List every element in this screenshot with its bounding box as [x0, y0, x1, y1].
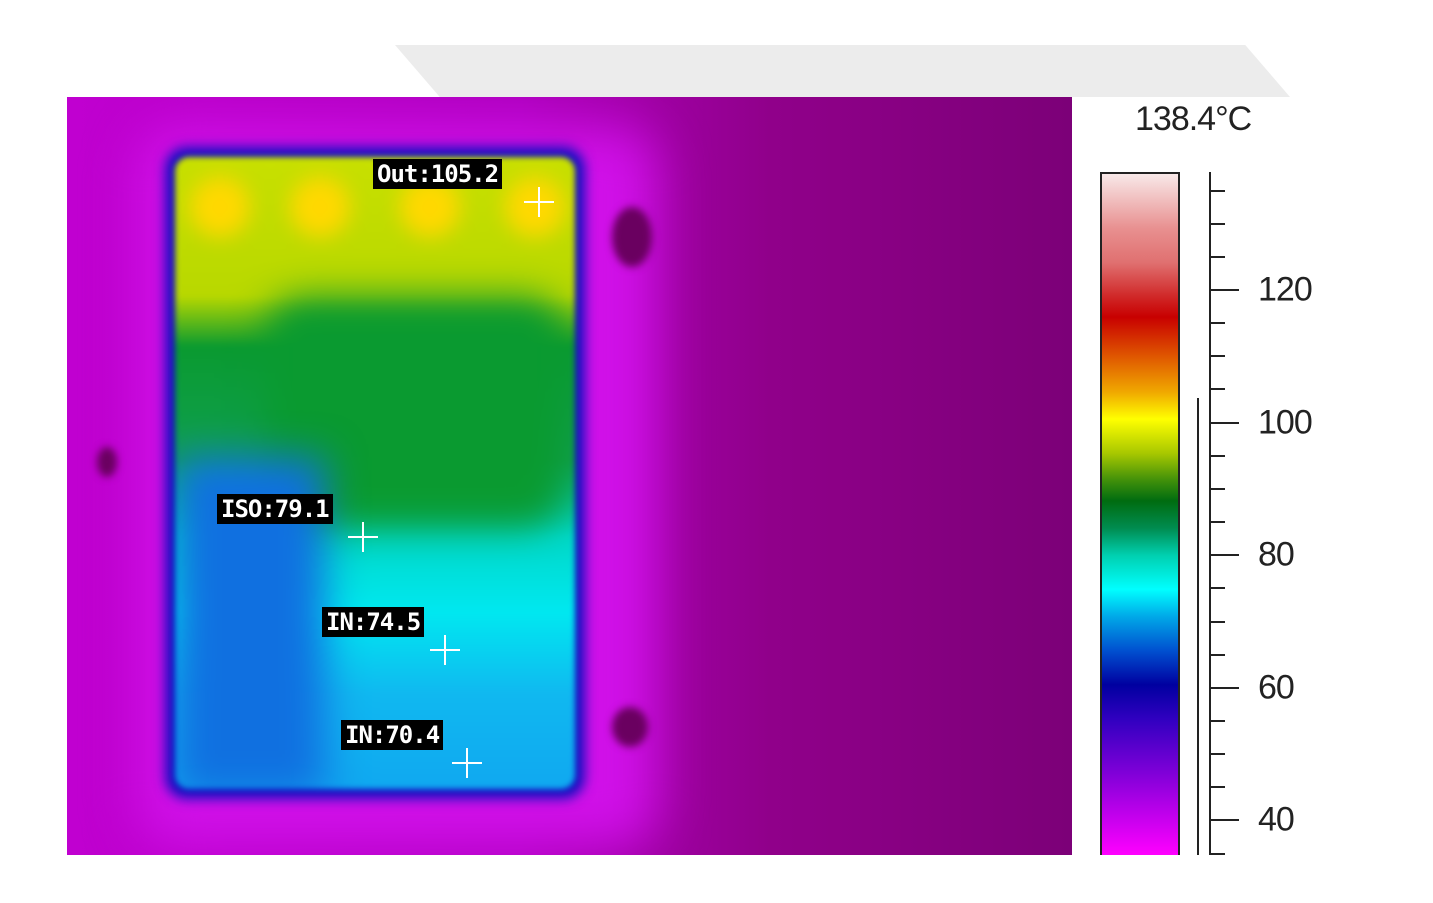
minor-tick — [1211, 620, 1225, 623]
minor-tick — [1211, 587, 1225, 590]
tick-label: 60 — [1258, 668, 1295, 707]
minor-tick — [1211, 487, 1225, 490]
major-tick — [1211, 289, 1239, 291]
crosshair-icon — [452, 748, 482, 778]
color-scale-bar — [1100, 172, 1180, 855]
minor-tick — [1211, 454, 1225, 457]
measurement-iso: ISO:79.1 — [217, 494, 333, 524]
crosshair-icon — [348, 522, 378, 552]
dark-spot — [612, 707, 648, 747]
max-temperature-label: 138.4°C — [1135, 100, 1252, 138]
minor-tick — [1211, 388, 1225, 391]
hot-spot — [290, 177, 350, 237]
measurement-in-2: IN:70.4 — [341, 720, 444, 750]
measurement-out: Out:105.2 — [373, 159, 503, 189]
major-tick — [1211, 421, 1239, 424]
tick-label: 80 — [1258, 535, 1295, 574]
minor-tick — [1211, 255, 1225, 258]
major-tick — [1211, 686, 1239, 689]
board-heat-map — [175, 157, 575, 789]
minor-tick — [1211, 753, 1225, 756]
thermal-image: Out:105.2 ISO:79.1 IN:74.5 IN:70.4 — [67, 97, 1072, 855]
tick-label: 40 — [1258, 800, 1295, 839]
minor-tick — [1211, 521, 1225, 524]
major-tick — [1211, 819, 1239, 822]
hot-spot — [190, 177, 250, 237]
major-tick — [1211, 554, 1239, 557]
minor-tick — [1211, 322, 1225, 325]
range-indicator-line — [1197, 398, 1199, 855]
minor-tick — [1211, 189, 1225, 192]
crosshair-icon — [430, 635, 460, 665]
minor-tick — [1211, 355, 1225, 358]
tick-label: 120 — [1258, 270, 1313, 309]
header-banner — [395, 45, 1290, 97]
minor-tick — [1211, 852, 1225, 855]
measurement-in-1: IN:74.5 — [322, 607, 425, 637]
crosshair-icon — [524, 187, 554, 217]
minor-tick — [1211, 719, 1225, 722]
scale-axis — [1209, 172, 1211, 855]
minor-tick — [1211, 653, 1225, 656]
dark-spot — [612, 207, 652, 267]
minor-tick — [1211, 786, 1225, 789]
tick-label: 100 — [1258, 403, 1313, 442]
minor-tick — [1211, 222, 1225, 225]
dark-spot — [97, 447, 117, 477]
hot-spot — [505, 177, 565, 237]
